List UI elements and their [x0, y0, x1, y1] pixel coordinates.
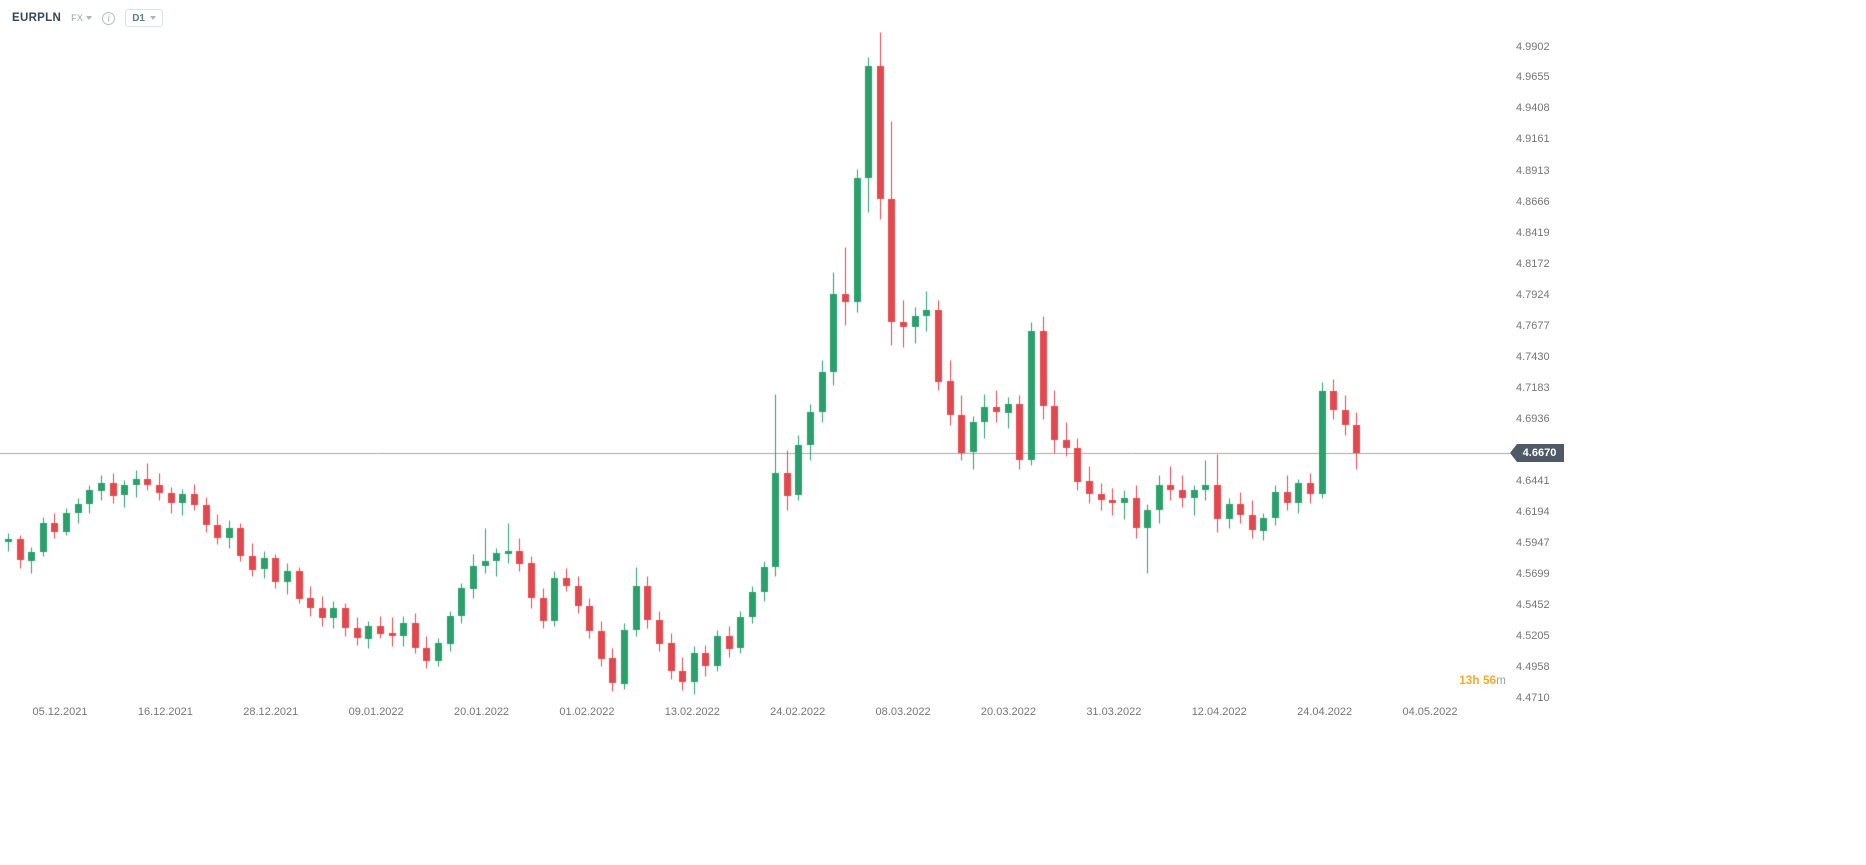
countdown-unit: m: [1496, 675, 1506, 687]
chart-header: EURPLN FX D1: [12, 8, 163, 28]
symbol-label: EURPLN: [12, 12, 62, 24]
price-axis-label: 4.4710: [1516, 692, 1550, 705]
price-axis-label: 4.7924: [1516, 288, 1550, 301]
price-axis-label: 4.4958: [1516, 660, 1550, 673]
current-price-badge: 4.6670: [1510, 444, 1564, 462]
candle-countdown: 13h 56m: [1380, 675, 1506, 687]
market-type-label: FX: [71, 13, 84, 23]
chevron-down-icon: [86, 16, 93, 20]
price-axis-label: 4.5452: [1516, 598, 1550, 611]
price-axis-label: 4.5699: [1516, 567, 1550, 580]
timeframe-dropdown[interactable]: D1: [125, 9, 163, 27]
price-axis[interactable]: 4.9902 4.9655 4.9408 4.9161 4.8913 4.8666 4.84…: [1514, 0, 1584, 725]
price-axis-label: 4.6441: [1516, 474, 1550, 487]
price-axis-label: 4.7677: [1516, 319, 1550, 332]
timeframe-label: D1: [132, 12, 145, 24]
chevron-down-icon: [150, 16, 156, 20]
price-axis-label: 4.8913: [1516, 164, 1550, 177]
price-axis-label: 4.6194: [1516, 505, 1550, 518]
price-axis-label: 4.5947: [1516, 536, 1550, 549]
price-axis-label: 4.8172: [1516, 257, 1550, 270]
price-axis-label: 4.9902: [1516, 40, 1550, 53]
price-axis-label: 4.9408: [1516, 102, 1550, 115]
price-axis-label: 4.6936: [1516, 412, 1550, 425]
price-axis-label: 4.8419: [1516, 226, 1550, 239]
price-axis-label: 4.9655: [1516, 71, 1550, 84]
price-axis-label: 4.8666: [1516, 195, 1550, 208]
candlestick-chart[interactable]: [0, 0, 1510, 725]
market-type-dropdown[interactable]: FX: [71, 13, 93, 23]
price-axis-label: 4.7183: [1516, 381, 1550, 394]
current-price-value: 4.6670: [1522, 447, 1557, 459]
price-axis-label: 4.7430: [1516, 350, 1550, 363]
chart-plot-area: 4.9902 4.9655 4.9408 4.9161 4.8913 4.8666 4.84…: [0, 0, 1584, 725]
countdown-time: 13h 56: [1459, 675, 1497, 687]
price-axis-label: 4.5205: [1516, 629, 1550, 642]
price-axis-label: 4.9161: [1516, 133, 1550, 146]
info-icon[interactable]: [102, 11, 116, 25]
